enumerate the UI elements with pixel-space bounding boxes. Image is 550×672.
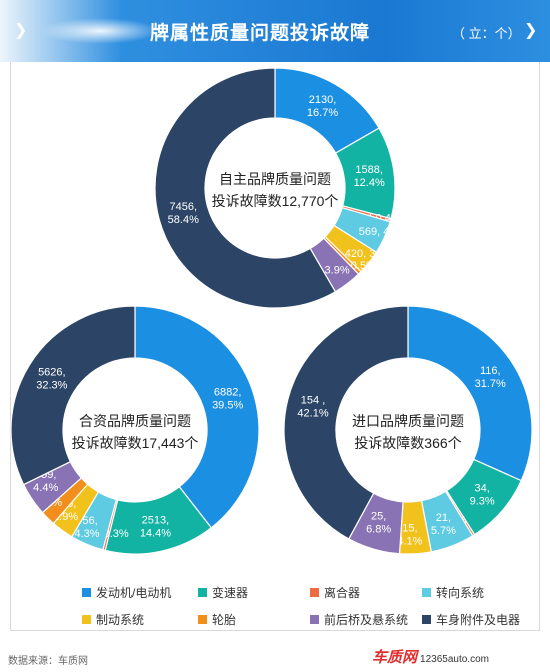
donut-center-line: 投诉故障数366个 bbox=[354, 435, 461, 451]
data-label-line: 4.1% bbox=[397, 535, 422, 547]
data-label-line: 1588, bbox=[355, 164, 383, 176]
legend-swatch bbox=[422, 588, 431, 597]
chevron-right-icon: ❯ bbox=[524, 22, 538, 39]
data-label-line: 2513, bbox=[142, 514, 170, 526]
data-label: 25, 6.8% bbox=[366, 511, 391, 536]
donut-center-line: 投诉故障数12,770个 bbox=[212, 193, 339, 209]
watermark-url: 12365auto.com bbox=[420, 654, 489, 665]
donut-center-line: 进口品牌质量问题 bbox=[352, 413, 464, 429]
data-label: 6882, 39.5% bbox=[212, 387, 243, 412]
data-label-line: 34, bbox=[475, 483, 490, 495]
legend-swatch bbox=[422, 615, 431, 624]
data-label: 420, 3.3% bbox=[345, 248, 395, 260]
donut-center-label: 进口品牌质量问题投诉故障数366个 bbox=[352, 413, 464, 451]
legend-label: 离合器 bbox=[324, 586, 361, 600]
unit-label: （ 立：个） bbox=[452, 26, 521, 41]
donut-center-line: 投诉故障数17,443个 bbox=[72, 435, 199, 451]
data-label-line: 31.7% bbox=[475, 378, 506, 390]
legend-swatch bbox=[310, 615, 319, 624]
donut-chart: 2130,16.7%1588,12.4%54,0.4%569, 4.5%420,… bbox=[154, 67, 409, 309]
legend-swatch bbox=[198, 615, 207, 624]
data-label-line: 21, bbox=[436, 512, 451, 524]
data-label-line: 25, bbox=[371, 511, 386, 523]
donut-chart: 116,31.7%34,9.3%1,0.3%21,5.7%15,4.1%25,6… bbox=[283, 305, 533, 555]
data-label-line: 16.7% bbox=[307, 107, 338, 119]
data-label-line: 6882, bbox=[214, 387, 242, 399]
data-label: 116, 31.7% bbox=[475, 365, 506, 390]
data-label: 1588, 12.4% bbox=[354, 164, 385, 189]
data-label: 569, 4.5% bbox=[359, 226, 409, 238]
donut-slice bbox=[407, 305, 533, 482]
legend-swatch bbox=[310, 588, 319, 597]
donut-slice bbox=[134, 305, 260, 529]
donut-center-line: 自主品牌质量问题 bbox=[219, 171, 331, 187]
data-label-line: 6.8% bbox=[366, 524, 391, 536]
legend-item: 发动机/电动机 bbox=[82, 584, 198, 601]
legend-swatch bbox=[82, 588, 91, 597]
data-label-line: 420, 3.3% bbox=[345, 248, 395, 260]
data-label-line: 116, bbox=[480, 365, 501, 377]
donut-center-line: 合资品牌质量问题 bbox=[79, 413, 191, 429]
data-label: 7456, 58.4% bbox=[168, 201, 199, 226]
data-source: 数据来源：车质网 bbox=[8, 656, 88, 667]
data-label-line: 7456, bbox=[170, 201, 198, 213]
data-label: 154 , 42.1% bbox=[297, 394, 328, 419]
legend-label: 前后桥及悬系统 bbox=[324, 613, 409, 627]
donut-center-label: 合资品牌质量问题投诉故障数17,443个 bbox=[72, 413, 199, 451]
donut-center-label: 自主品牌质量问题投诉故障数12,770个 bbox=[212, 171, 339, 209]
logo bbox=[40, 18, 160, 44]
data-label: 21, 5.7% bbox=[431, 512, 456, 537]
legend-swatch bbox=[82, 615, 91, 624]
page-title: 牌属性质量问题投诉故障 bbox=[150, 23, 371, 44]
chevron-right-icon: ❯ bbox=[14, 22, 28, 39]
legend-label: 车身附件及电器 bbox=[436, 613, 521, 627]
legend-label: 制动系统 bbox=[96, 613, 145, 627]
legend-item: 制动系统 bbox=[82, 611, 198, 628]
data-label-line: 5626, bbox=[38, 367, 66, 379]
data-label: 5626, 32.3% bbox=[36, 367, 67, 392]
legend-item: 转向系统 bbox=[422, 584, 532, 601]
data-label-line: 15, bbox=[402, 522, 417, 534]
data-label-line: 42.1% bbox=[297, 407, 328, 419]
data-label-line: 4.3% bbox=[74, 528, 99, 540]
watermark: 车质网 12365auto.com bbox=[372, 646, 489, 667]
legend-swatch bbox=[198, 588, 207, 597]
donut-charts: 2130,16.7%1588,12.4%54,0.4%569, 4.5%420,… bbox=[10, 67, 533, 555]
donut-slice bbox=[10, 305, 136, 486]
data-label-line: 39.5% bbox=[212, 400, 243, 412]
legend-label: 发动机/电动机 bbox=[96, 586, 172, 600]
data-label-line: 32.3% bbox=[36, 380, 67, 392]
data-label: 2513, 14.4% bbox=[140, 514, 171, 539]
watermark-brand: 车质网 bbox=[372, 649, 418, 666]
donut-slice bbox=[154, 67, 337, 309]
legend-label: 转向系统 bbox=[436, 586, 485, 600]
header-banner: ❯ ❯ 牌属性质量问题投诉故障 （ 立：个） bbox=[0, 0, 550, 62]
data-label-line: 569, 4.5% bbox=[359, 226, 409, 238]
data-label: 15, 4.1% bbox=[397, 522, 422, 547]
data-label-line: 9.3% bbox=[470, 496, 495, 508]
legend: 发动机/电动机 变速器 离合器 转向系统制动系统 轮胎 前后桥及悬系统 车身附件及电器 bbox=[82, 584, 522, 628]
data-label: 2130, 16.7% bbox=[307, 94, 338, 119]
legend-item: 离合器 bbox=[310, 584, 422, 601]
legend-item: 轮胎 bbox=[198, 611, 310, 628]
legend-item: 前后桥及悬系统 bbox=[310, 611, 422, 628]
legend-label: 轮胎 bbox=[212, 613, 237, 627]
data-label-line: 14.4% bbox=[140, 527, 171, 539]
data-label: 34, 9.3% bbox=[470, 483, 495, 508]
donut-chart: 6882,39.5%2513,14.4%54,0.3%756,4.3%510,2… bbox=[10, 305, 260, 555]
data-label-line: 12.4% bbox=[354, 177, 385, 189]
legend-label: 变速器 bbox=[212, 586, 249, 600]
legend-item: 车身附件及电器 bbox=[422, 611, 532, 628]
data-label-line: 58.4% bbox=[168, 214, 199, 226]
donut-slice bbox=[283, 305, 409, 540]
data-label-line: 5.7% bbox=[431, 525, 456, 537]
data-label-line: 2130, bbox=[309, 94, 337, 106]
data-label-line: 154 , bbox=[301, 394, 325, 406]
data-label-line: 4.4% bbox=[33, 482, 58, 494]
legend-item: 变速器 bbox=[198, 584, 310, 601]
